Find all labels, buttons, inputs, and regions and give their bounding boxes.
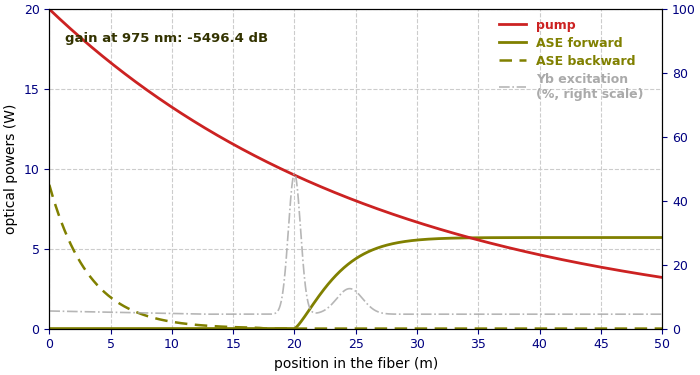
ASE backward xyxy=(640,326,649,331)
pump xyxy=(658,275,666,280)
ASE forward xyxy=(343,262,351,267)
pump xyxy=(528,251,536,255)
pump xyxy=(640,272,648,277)
X-axis label: position in the fiber (m): position in the fiber (m) xyxy=(274,357,438,371)
ASE backward xyxy=(327,326,335,331)
Yb excitation
(%, right scale) xyxy=(658,312,666,316)
ASE forward xyxy=(640,235,648,240)
pump xyxy=(343,195,351,200)
Yb excitation
(%, right scale) xyxy=(641,312,650,316)
Legend: pump, ASE forward, ASE backward, Yb excitation
(%, right scale): pump, ASE forward, ASE backward, Yb exci… xyxy=(498,19,644,101)
Yb excitation
(%, right scale) xyxy=(640,312,649,316)
Y-axis label: optical powers (W): optical powers (W) xyxy=(4,104,18,234)
ASE forward xyxy=(528,235,536,240)
Yb excitation
(%, right scale) xyxy=(290,171,299,176)
Text: gain at 975 nm: ‑5496.4 dB: gain at 975 nm: ‑5496.4 dB xyxy=(64,32,268,45)
Yb excitation
(%, right scale) xyxy=(76,309,85,314)
ASE backward xyxy=(76,260,85,265)
Yb excitation
(%, right scale) xyxy=(45,309,53,313)
ASE backward xyxy=(528,326,536,331)
Line: ASE backward: ASE backward xyxy=(49,185,662,328)
pump xyxy=(327,189,335,193)
ASE backward xyxy=(402,326,411,331)
Line: ASE forward: ASE forward xyxy=(49,237,662,328)
pump xyxy=(640,272,649,277)
ASE backward xyxy=(45,183,53,187)
Line: pump: pump xyxy=(49,9,662,278)
pump xyxy=(76,35,85,40)
Yb excitation
(%, right scale) xyxy=(344,286,352,291)
Line: Yb excitation
(%, right scale): Yb excitation (%, right scale) xyxy=(49,174,662,314)
ASE forward xyxy=(45,326,53,331)
ASE backward xyxy=(658,326,666,331)
ASE backward xyxy=(343,326,351,331)
Yb excitation
(%, right scale) xyxy=(328,302,336,307)
pump xyxy=(45,7,53,11)
ASE backward xyxy=(640,326,649,331)
ASE forward xyxy=(640,235,649,240)
Yb excitation
(%, right scale) xyxy=(528,312,537,316)
ASE forward xyxy=(658,235,666,240)
ASE forward xyxy=(76,326,85,331)
Yb excitation
(%, right scale) xyxy=(198,312,206,316)
ASE forward xyxy=(327,278,335,283)
